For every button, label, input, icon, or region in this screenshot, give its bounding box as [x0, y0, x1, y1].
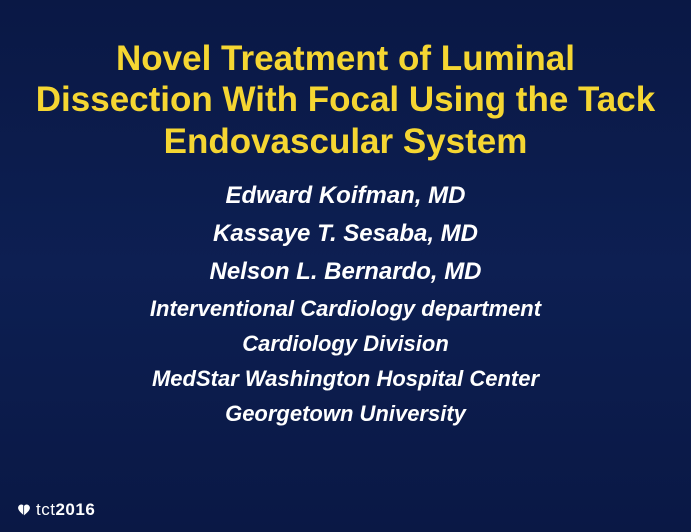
footer: tct2016 [16, 500, 95, 520]
affiliation-line: Cardiology Division [242, 333, 449, 355]
author-line: Nelson L. Bernardo, MD [209, 260, 481, 284]
brand-year: 2016 [55, 500, 95, 519]
author-line: Kassaye T. Sesaba, MD [213, 222, 478, 246]
brand-text: tct2016 [36, 500, 95, 520]
affiliation-line: MedStar Washington Hospital Center [152, 368, 539, 390]
slide-title: Novel Treatment of Luminal Dissection Wi… [0, 38, 691, 162]
heart-icon [16, 503, 32, 517]
brand-prefix: tct [36, 500, 55, 519]
affiliation-line: Interventional Cardiology department [150, 298, 541, 320]
affiliation-line: Georgetown University [225, 403, 466, 425]
slide-container: Novel Treatment of Luminal Dissection Wi… [0, 0, 691, 532]
author-line: Edward Koifman, MD [225, 184, 465, 208]
